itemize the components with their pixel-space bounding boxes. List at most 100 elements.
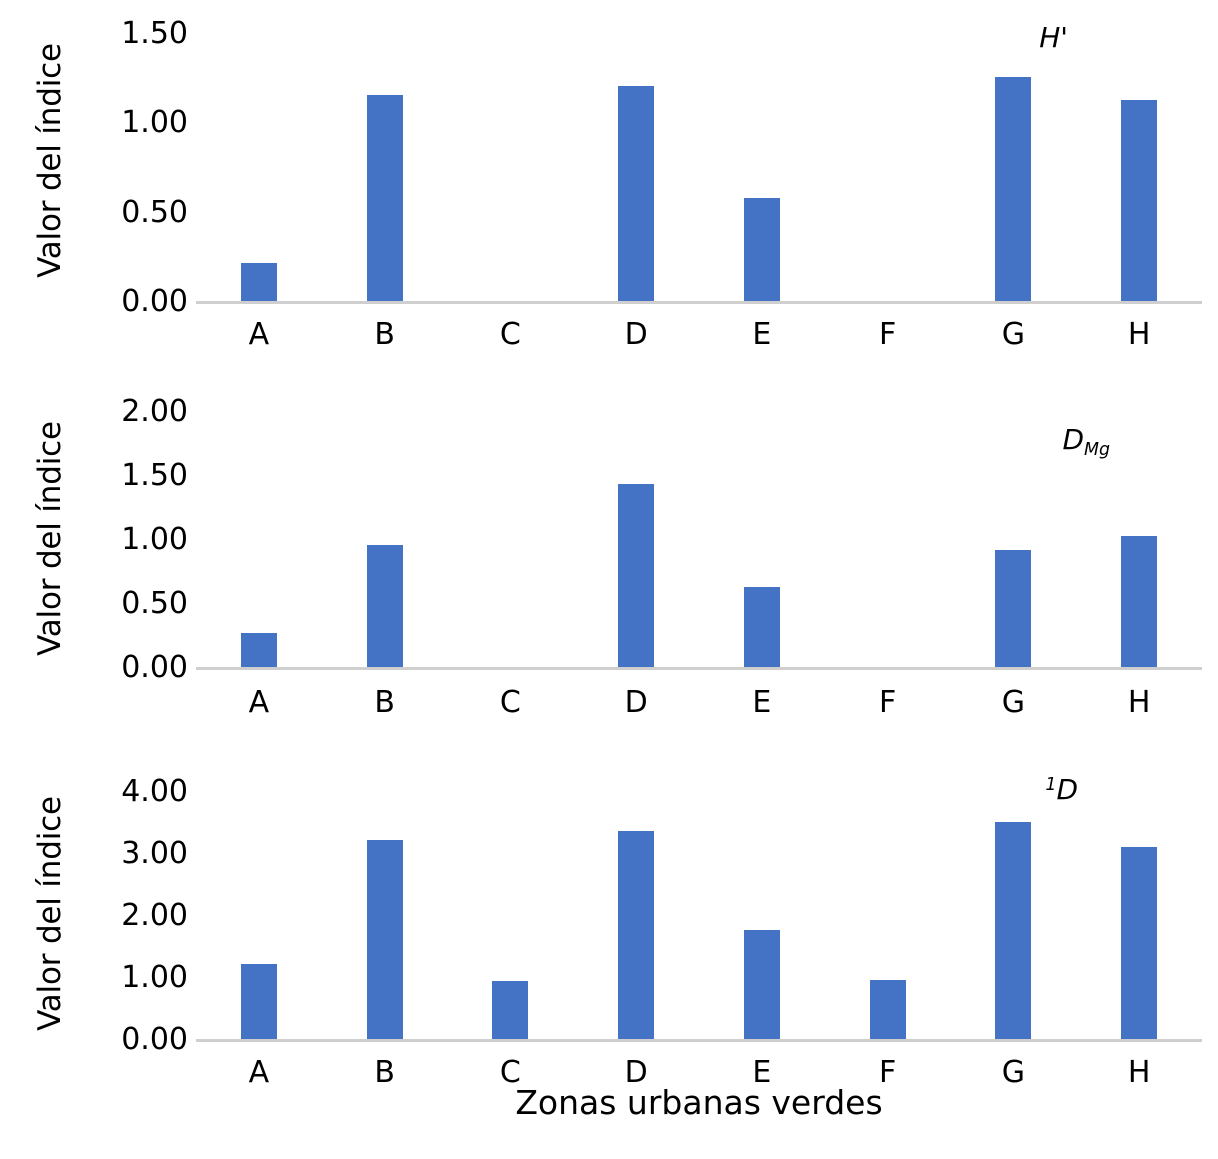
y-axis-title-text: Valor del índice: [31, 795, 68, 1031]
x-axis-label-g: G: [1001, 1055, 1025, 1090]
bar-slot-c: [448, 412, 574, 668]
y-axis-tick-label: 0.00: [121, 650, 188, 685]
plot-area: [196, 792, 1202, 1042]
x-axis-label-c: C: [499, 1055, 521, 1090]
panel-index-base: D: [1062, 423, 1084, 456]
bar-slot-c: [448, 34, 574, 302]
y-axis-tick-label: 1.00: [121, 105, 188, 141]
bar-slot-h: [1076, 792, 1202, 1040]
bar-slot-h: [1076, 34, 1202, 302]
y-axis-tick-label: 0.50: [121, 194, 188, 230]
y-axis-tick-label: 1.00: [121, 522, 188, 557]
chart-panel-h-prime: Valor del índice 0.00 0.50 1.00 1.50 A B C D E F…: [0, 10, 1218, 370]
bar-g[interactable]: [995, 550, 1032, 668]
bar-d[interactable]: [618, 483, 655, 668]
bar-slot-b: [322, 34, 448, 302]
bar-e[interactable]: [743, 198, 780, 302]
x-axis-label-e: E: [752, 1055, 772, 1090]
y-axis-tick-labels: 0.00 0.50 1.00 1.50 2.00: [96, 397, 188, 683]
y-axis-tick-label: 0.50: [121, 586, 188, 621]
bar-slot-b: [322, 792, 448, 1040]
bar-slot-c: [448, 792, 574, 1040]
y-axis-title-text: Valor del índice: [31, 420, 68, 656]
plot-area: [196, 412, 1202, 670]
x-axis-label-a: A: [248, 685, 270, 720]
x-axis-label-f: F: [878, 685, 897, 720]
bar-slot-a: [196, 34, 322, 302]
bar-f[interactable]: [869, 980, 906, 1040]
bar-group: [196, 34, 1202, 302]
bar-b[interactable]: [366, 840, 403, 1040]
x-axis-label-b: B: [374, 1055, 395, 1090]
bar-e[interactable]: [743, 587, 780, 668]
panel-index-subscript: Mg: [1084, 439, 1110, 460]
x-axis-baseline: [196, 1039, 1202, 1042]
panel-index-superscript: 1: [1045, 774, 1057, 795]
x-axis-label-f: F: [878, 317, 897, 352]
panel-index-label-d-mg: DMg: [1062, 423, 1110, 459]
bar-slot-f: [825, 792, 951, 1040]
chart-panel-d-mg: Valor del índice 0.00 0.50 1.00 1.50 2.00 A B…: [0, 388, 1218, 748]
bar-b[interactable]: [366, 545, 403, 668]
y-axis-tick-labels: 0.00 1.00 2.00 3.00 4.00: [96, 777, 188, 1055]
y-axis-tick-label: 0.00: [121, 284, 188, 319]
y-axis-title: Valor del índice: [0, 388, 100, 688]
x-axis-category-labels: A B C D E F G H: [196, 320, 1202, 350]
x-axis-label-d: D: [624, 685, 648, 720]
panel-index-label-1d: 1D: [1045, 776, 1078, 804]
bar-slot-d: [573, 412, 699, 668]
bar-h[interactable]: [1121, 536, 1158, 668]
x-axis-label-b: B: [374, 317, 395, 352]
bar-slot-e: [699, 34, 825, 302]
x-axis-label-h: H: [1127, 1055, 1151, 1090]
bar-slot-d: [573, 792, 699, 1040]
bar-slot-e: [699, 412, 825, 668]
x-axis-label-g: G: [1001, 317, 1025, 352]
x-axis-label-c: C: [499, 685, 521, 720]
y-axis-tick-label: 4.00: [121, 774, 188, 809]
y-axis-tick-labels: 0.00 0.50 1.00 1.50: [96, 19, 188, 317]
x-axis-label-e: E: [752, 685, 772, 720]
x-axis-label-h: H: [1127, 317, 1151, 352]
panel-index-base: D: [1056, 773, 1078, 806]
bar-slot-d: [573, 34, 699, 302]
chart-panel-1d: Valor del índice 0.00 1.00 2.00 3.00 4.00 A B…: [0, 768, 1218, 1108]
bar-a[interactable]: [240, 633, 277, 668]
x-axis-category-labels: A B C D E F G H: [196, 1058, 1202, 1088]
bar-d[interactable]: [618, 85, 655, 302]
bar-e[interactable]: [743, 930, 780, 1040]
bar-slot-a: [196, 792, 322, 1040]
y-axis-tick-label: 2.00: [121, 394, 188, 429]
bar-slot-f: [825, 34, 951, 302]
y-axis-tick-label: 0.00: [121, 1022, 188, 1057]
bar-slot-b: [322, 412, 448, 668]
y-axis-tick-label: 3.00: [121, 836, 188, 871]
bar-b[interactable]: [366, 94, 403, 302]
bar-g[interactable]: [995, 76, 1032, 302]
x-axis-label-a: A: [248, 317, 270, 352]
bar-group: [196, 792, 1202, 1040]
bar-slot-g: [951, 34, 1077, 302]
y-axis-tick-label: 1.50: [121, 458, 188, 493]
x-axis-label-h: H: [1127, 685, 1151, 720]
bar-h[interactable]: [1121, 100, 1158, 302]
bar-g[interactable]: [995, 822, 1032, 1040]
bar-d[interactable]: [618, 831, 655, 1040]
y-axis-tick-label: 1.50: [121, 16, 188, 51]
bar-a[interactable]: [240, 964, 277, 1040]
panel-index-base: H': [1039, 21, 1068, 54]
bar-h[interactable]: [1121, 846, 1158, 1040]
x-axis-category-labels: A B C D E F G H: [196, 688, 1202, 718]
bar-slot-f: [825, 412, 951, 668]
panel-index-label-h-prime: H': [1039, 24, 1068, 52]
x-axis-label-d: D: [624, 1055, 648, 1090]
y-axis-title: Valor del índice: [0, 10, 100, 310]
x-axis-label-c: C: [499, 317, 521, 352]
x-axis-label-g: G: [1001, 685, 1025, 720]
x-axis-label-e: E: [752, 317, 772, 352]
bar-c[interactable]: [492, 981, 529, 1040]
y-axis-tick-label: 2.00: [121, 898, 188, 933]
bar-slot-g: [951, 792, 1077, 1040]
x-axis-baseline: [196, 667, 1202, 670]
bar-a[interactable]: [240, 262, 277, 302]
